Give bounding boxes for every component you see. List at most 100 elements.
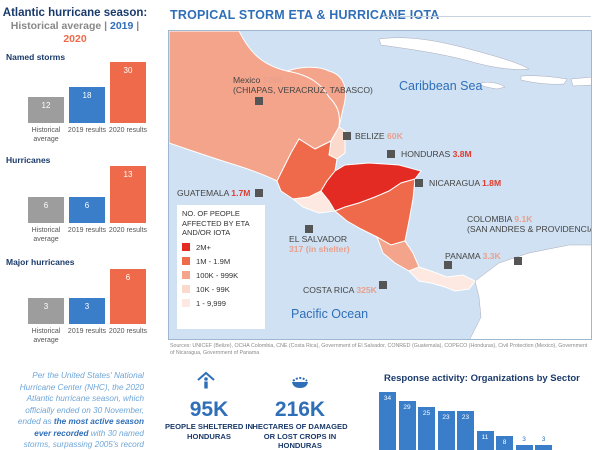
legend-header: NO. OF PEOPLE AFFECTED BY ETA AND/OR IOT… (182, 209, 250, 237)
response-chart-title: Response activity: Organizations by Sect… (384, 373, 580, 384)
panama-value: 3.3K (482, 251, 501, 261)
elsalvador-marker (305, 225, 313, 233)
subtitle-average: Historical average | (10, 20, 108, 32)
season-title: Atlantic hurricane season: (2, 7, 148, 19)
hurricanes-2020-bar: 13 (110, 166, 146, 223)
legend-label: 10K - 99K (196, 284, 230, 294)
legend-swatch (182, 285, 190, 293)
crops-stat: 216K HECTARES OF DAMAGED OR LOST CROPS I… (252, 398, 348, 450)
nicaragua-label: NICARAGUA 1.8M (429, 178, 501, 188)
honduras-label: HONDURAS 3.8M (401, 149, 472, 159)
central-america-map: Caribbean Sea Pacific Ocean Mexico 329K … (168, 30, 592, 340)
guatemala-marker (255, 189, 263, 197)
costarica-name: COSTA RICA (303, 285, 354, 295)
legend-label: 2M+ (196, 242, 211, 252)
caption-historical-avg: Historical average (31, 127, 61, 143)
map-title: TROPICAL STORM ETA & HURRICANE IOTA (170, 8, 440, 22)
legend-label: 100K - 999K (196, 270, 239, 280)
crops-bowl-icon (292, 377, 308, 388)
elsalvador-value: 317 (in shelter) (289, 244, 350, 254)
pacific-ocean-label: Pacific Ocean (291, 307, 369, 321)
response-bar: 8 (496, 436, 513, 450)
colombia-marker (514, 257, 522, 265)
legend-item: 10K - 99K (182, 285, 260, 294)
mexico-marker (255, 97, 263, 105)
caption-2019: 2019 results (67, 227, 107, 234)
shelter-person-icon (197, 371, 215, 389)
colombia-value: 9.1K (514, 214, 533, 224)
belize-marker (343, 132, 351, 140)
mexico-label: Mexico 329K (CHIAPAS, VERACRUZ, TABASCO) (233, 75, 373, 95)
honduras-name: HONDURAS (401, 149, 451, 159)
costarica-value: 325K (356, 285, 377, 295)
sheltered-stat: 95K PEOPLE SHELTERED IN HONDURAS (164, 398, 254, 441)
belize-name: BELIZE (355, 131, 385, 141)
belize-label: BELIZE 60K (355, 131, 403, 141)
belize-value: 60K (387, 131, 403, 141)
costarica-marker (379, 281, 387, 289)
map-legend: NO. OF PEOPLE AFFECTED BY ETA AND/OR IOT… (177, 205, 265, 329)
legend-label: 1M - 1.9M (196, 256, 231, 266)
response-bar-label: 3 (541, 436, 546, 443)
caption-2020: 2020 results (108, 127, 148, 134)
legend-swatch (182, 243, 190, 251)
caption-historical-avg: Historical average (31, 328, 61, 344)
mexico-subregions: (CHIAPAS, VERACRUZ, TABASCO) (233, 85, 373, 95)
response-bar: 11 (476, 431, 494, 450)
hurricanes-title: Hurricanes (6, 155, 51, 165)
hurricanes-2019-bar: 6 (69, 197, 105, 223)
map-graphic (169, 31, 591, 339)
major-2019-bar: 3 (69, 298, 105, 324)
honduras-marker (387, 150, 395, 158)
legend-swatch (182, 271, 190, 279)
caption-2020: 2020 results (108, 227, 148, 234)
costarica-label: COSTA RICA 325K (303, 285, 377, 295)
legend-item: 2M+ (182, 243, 260, 252)
subtitle-2019: 2019 (110, 20, 134, 32)
guatemala-name: GUATEMALA (177, 188, 229, 198)
mexico-name: Mexico (233, 75, 261, 85)
named-storms-avg-bar: 12 (28, 97, 64, 123)
caption-2019: 2019 results (67, 127, 107, 134)
sheltered-number: 95K (189, 398, 229, 421)
crops-number: 216K (274, 398, 326, 421)
response-bar: 34 (379, 392, 396, 450)
guatemala-label: GUATEMALA 1.7M (177, 188, 250, 198)
honduras-value: 3.8M (452, 149, 472, 159)
season-subtitle: Historical average | 2019 | 2020 (0, 20, 150, 46)
nicaragua-marker (415, 179, 423, 187)
season-quote: Per the United States' National Hurrican… (8, 370, 144, 450)
quote-part-a: Per the United States' National Hurrican… (17, 371, 144, 426)
response-bar: 23 (457, 411, 474, 450)
colombia-label: COLOMBIA 9.1K (SAN ANDRES & PROVIDENCIA) (467, 214, 592, 234)
major-avg-bar: 3 (28, 298, 64, 324)
legend-item: 1 - 9,999 (182, 299, 260, 308)
title-divider (383, 16, 591, 17)
panama-label: PANAMA 3.3K (445, 251, 501, 261)
caption-historical-avg: Historical average (31, 227, 61, 243)
guatemala-value: 1.7M (231, 188, 251, 198)
elsalvador-label: EL SALVADOR 317 (in shelter) (289, 234, 350, 254)
response-bar (515, 445, 533, 450)
nicaragua-name: NICARAGUA (429, 178, 480, 188)
caribbean-sea-label: Caribbean Sea (399, 79, 483, 93)
sheltered-caption: PEOPLE SHELTERED IN HONDURAS (164, 422, 254, 441)
named-storms-title: Named storms (6, 52, 66, 62)
subtitle-separator: | (136, 20, 140, 32)
response-bar: 25 (418, 407, 435, 450)
legend-item: 1M - 1.9M (182, 257, 260, 266)
hurricanes-avg-bar: 6 (28, 197, 64, 223)
caption-2020: 2020 results (108, 328, 148, 335)
mexico-value: 329K (262, 75, 284, 85)
subtitle-2020: 2020 (63, 33, 87, 45)
response-bar (535, 445, 552, 450)
named-storms-2020-bar: 30 (110, 62, 146, 123)
colombia-subregions: (SAN ANDRES & PROVIDENCIA) (467, 224, 592, 234)
response-bar: 29 (398, 401, 416, 450)
elsalvador-name: EL SALVADOR (289, 234, 348, 244)
sources-note: Sources: UNICEF (Belize), OCHA Colombia,… (170, 343, 588, 356)
panama-marker (444, 261, 452, 269)
major-2020-bar: 6 (110, 269, 146, 324)
hurricane-season-panel: Atlantic hurricane season: Historical av… (0, 0, 150, 450)
